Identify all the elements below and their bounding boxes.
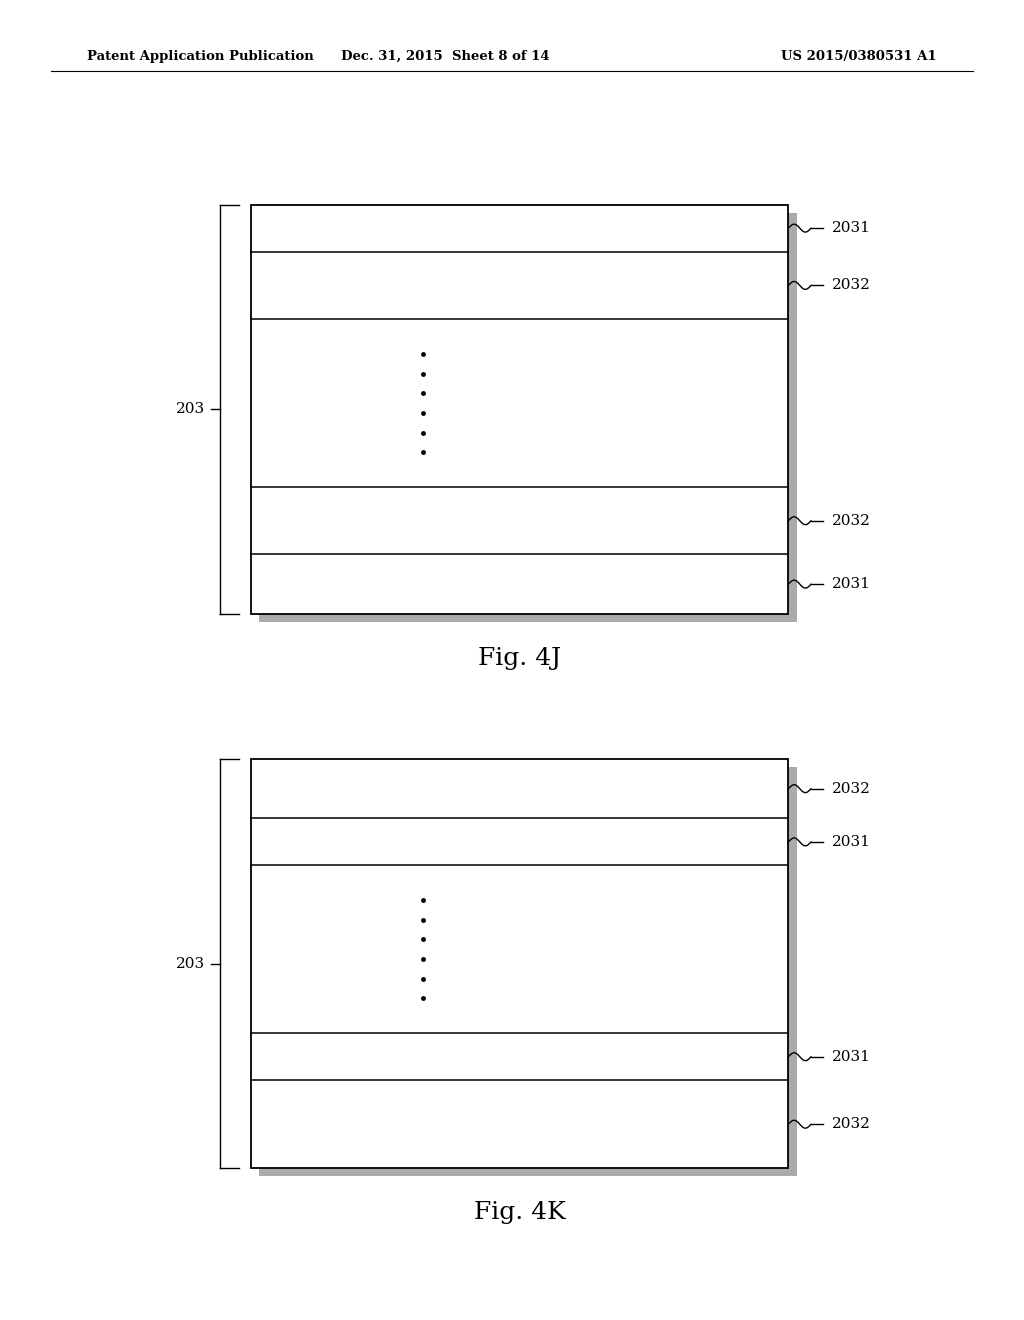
Text: 2031: 2031: [831, 1049, 870, 1064]
Bar: [251, 759, 788, 1168]
Bar: [259, 213, 797, 622]
Text: 2032: 2032: [831, 279, 870, 293]
Text: 2031: 2031: [831, 834, 870, 849]
Text: 2032: 2032: [831, 1117, 870, 1131]
Text: 203: 203: [176, 957, 206, 970]
Text: US 2015/0380531 A1: US 2015/0380531 A1: [781, 50, 937, 63]
Text: 2032: 2032: [831, 781, 870, 796]
Text: Fig. 4K: Fig. 4K: [474, 1201, 565, 1224]
Bar: [259, 767, 797, 1176]
Bar: [251, 205, 788, 614]
Text: 203: 203: [176, 403, 206, 416]
Text: 2031: 2031: [831, 577, 870, 591]
Text: 2032: 2032: [831, 513, 870, 528]
Text: Dec. 31, 2015  Sheet 8 of 14: Dec. 31, 2015 Sheet 8 of 14: [341, 50, 550, 63]
Text: Patent Application Publication: Patent Application Publication: [87, 50, 313, 63]
Text: 2031: 2031: [831, 222, 870, 235]
Text: Fig. 4J: Fig. 4J: [478, 647, 561, 669]
